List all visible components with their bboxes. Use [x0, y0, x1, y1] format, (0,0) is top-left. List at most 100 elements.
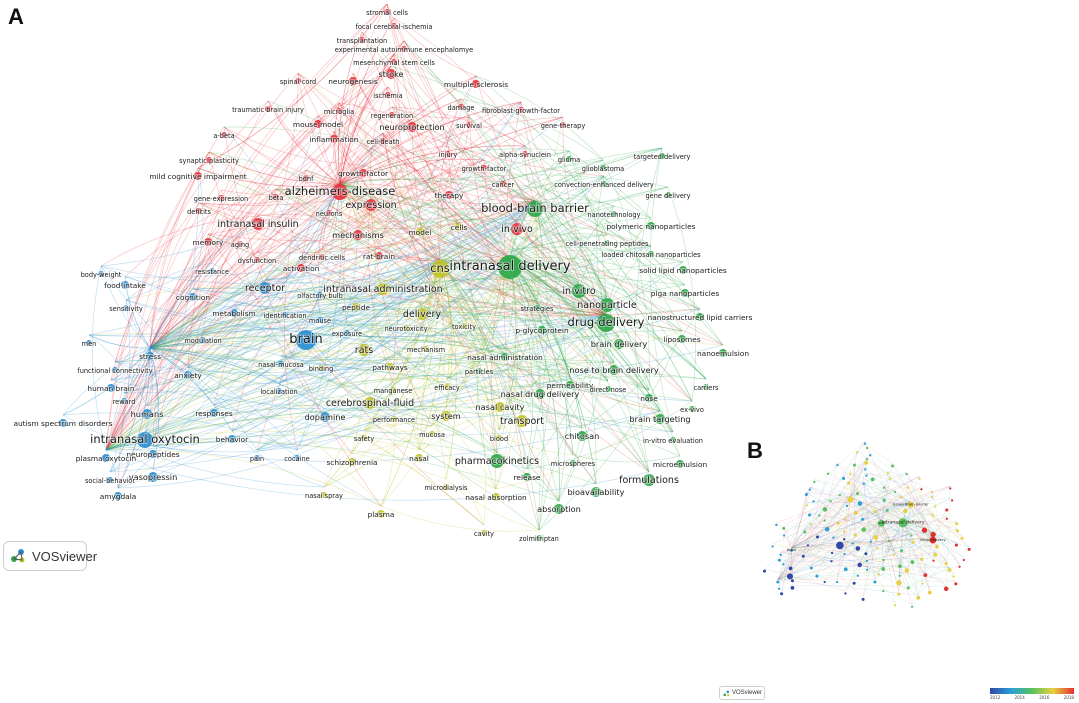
network-node[interactable] [218, 195, 224, 201]
network-node[interactable] [112, 367, 118, 373]
network-node[interactable] [591, 487, 601, 497]
network-node[interactable] [560, 122, 566, 128]
network-node[interactable] [500, 181, 506, 187]
network-node[interactable] [296, 330, 316, 350]
network-node[interactable] [294, 455, 300, 461]
network-node[interactable] [336, 108, 342, 114]
network-node[interactable] [614, 339, 624, 349]
network-node[interactable] [577, 431, 587, 441]
network-node[interactable] [206, 157, 212, 163]
network-node[interactable] [455, 223, 463, 231]
network-node[interactable] [495, 402, 505, 412]
network-node[interactable] [441, 411, 451, 421]
network-node[interactable] [230, 309, 238, 317]
network-node[interactable] [407, 122, 417, 132]
network-node[interactable] [423, 346, 429, 352]
network-node[interactable] [665, 192, 671, 198]
network-node[interactable] [359, 169, 367, 177]
network-node[interactable] [377, 510, 385, 518]
network-node[interactable] [534, 305, 540, 311]
network-node[interactable] [403, 325, 409, 331]
network-node[interactable] [320, 412, 330, 422]
network-node[interactable] [501, 353, 509, 361]
network-node[interactable] [527, 201, 543, 217]
network-node[interactable] [314, 120, 322, 128]
network-node[interactable] [114, 492, 122, 500]
network-node[interactable] [645, 394, 653, 402]
network-node[interactable] [359, 37, 365, 43]
network-node[interactable] [679, 266, 687, 274]
network-node[interactable] [317, 317, 323, 323]
network-node[interactable] [431, 260, 449, 278]
network-node[interactable] [330, 135, 338, 143]
network-node[interactable] [386, 69, 396, 79]
network-node[interactable] [416, 228, 424, 236]
network-node[interactable] [605, 386, 611, 392]
network-node[interactable] [189, 293, 197, 301]
network-node[interactable] [237, 241, 243, 247]
network-node[interactable] [536, 535, 542, 541]
network-node[interactable] [349, 77, 357, 85]
network-node[interactable] [200, 337, 206, 343]
network-node[interactable] [358, 344, 370, 356]
network-node[interactable] [492, 493, 500, 501]
network-node[interactable] [319, 254, 325, 260]
network-node[interactable] [384, 9, 390, 15]
network-node[interactable] [137, 432, 153, 448]
network-node[interactable] [535, 389, 545, 399]
network-node[interactable] [326, 210, 332, 216]
network-node[interactable] [121, 281, 129, 289]
network-node[interactable] [566, 156, 572, 162]
network-node[interactable] [401, 46, 407, 52]
network-node[interactable] [348, 458, 356, 466]
network-node[interactable] [228, 435, 236, 443]
network-node[interactable] [472, 80, 480, 88]
network-node[interactable] [295, 78, 301, 84]
network-node[interactable] [353, 230, 363, 240]
network-node[interactable] [184, 371, 192, 379]
network-node[interactable] [194, 172, 202, 180]
network-node[interactable] [415, 454, 423, 462]
network-node[interactable] [102, 454, 110, 462]
network-node[interactable] [121, 398, 127, 404]
network-node[interactable] [317, 292, 323, 298]
network-node[interactable] [696, 313, 704, 321]
network-node[interactable] [511, 223, 523, 235]
network-node[interactable] [365, 199, 377, 211]
network-node[interactable] [303, 175, 309, 181]
network-node[interactable] [676, 460, 684, 468]
network-node[interactable] [364, 397, 376, 409]
network-node[interactable] [361, 435, 367, 441]
network-node[interactable] [98, 271, 104, 277]
network-node[interactable] [273, 194, 279, 200]
network-node[interactable] [572, 284, 586, 298]
network-node[interactable] [278, 361, 284, 367]
network-node[interactable] [209, 268, 215, 274]
network-node[interactable] [643, 474, 655, 486]
network-node[interactable] [458, 104, 464, 110]
network-node[interactable] [461, 323, 467, 329]
network-node[interactable] [445, 191, 453, 199]
network-node[interactable] [444, 384, 450, 390]
network-node[interactable] [429, 431, 435, 437]
network-node[interactable] [390, 387, 396, 393]
network-node[interactable] [476, 368, 482, 374]
network-node[interactable] [518, 107, 524, 113]
network-node[interactable] [466, 122, 472, 128]
network-node[interactable] [481, 165, 487, 171]
network-node[interactable] [516, 415, 528, 427]
network-node[interactable] [123, 305, 129, 311]
network-node[interactable] [107, 384, 115, 392]
network-node[interactable] [196, 208, 202, 214]
network-node[interactable] [647, 222, 655, 230]
network-node[interactable] [678, 335, 686, 343]
network-node[interactable] [210, 409, 218, 417]
network-node[interactable] [254, 257, 260, 263]
network-node[interactable] [377, 283, 389, 295]
network-node[interactable] [344, 330, 350, 336]
network-node[interactable] [481, 530, 487, 536]
network-node[interactable] [142, 409, 152, 419]
network-node[interactable] [318, 365, 324, 371]
network-node[interactable] [254, 455, 260, 461]
network-node[interactable] [659, 153, 665, 159]
